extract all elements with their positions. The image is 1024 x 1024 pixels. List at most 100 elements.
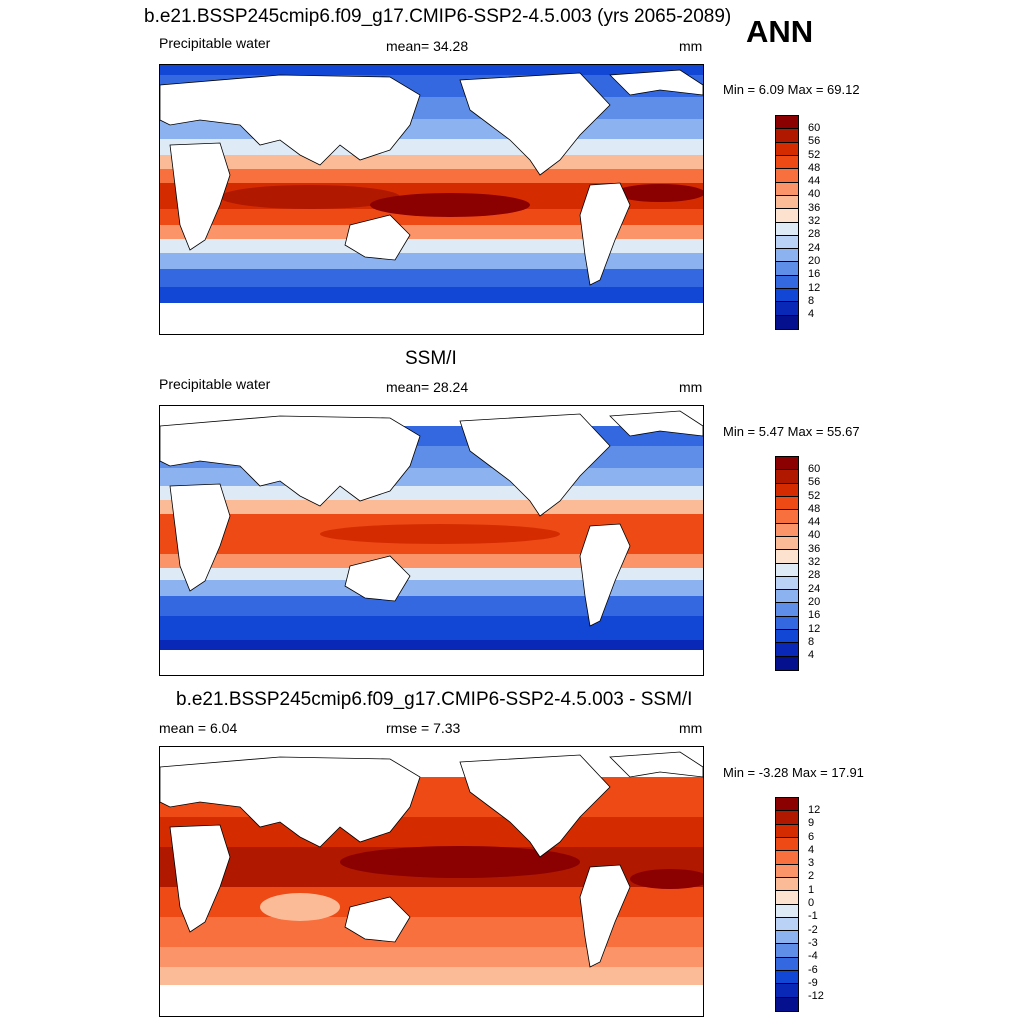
colorbar-swatch [776, 576, 798, 591]
colorbar-tick: 12 [808, 282, 821, 294]
colorbar-tick: 3 [808, 857, 815, 869]
colorbar-tick: -2 [808, 924, 818, 936]
colorbar-tick: 52 [808, 490, 821, 502]
colorbar-tick: 24 [808, 242, 821, 254]
colorbar-swatch [776, 563, 798, 577]
colorbar-swatch [776, 904, 798, 918]
colorbar-swatch [776, 249, 798, 263]
colorbar-tick: 12 [808, 623, 821, 635]
colorbar-tick: -6 [808, 964, 818, 976]
colorbar-swatch [776, 603, 798, 617]
colorbar-tick: 28 [808, 569, 821, 581]
colorbar-tick: -4 [808, 950, 818, 962]
colorbar-tick: 4 [808, 649, 815, 661]
colorbar-swatch [776, 155, 798, 170]
colorbar-tick: 6 [808, 831, 815, 843]
colorbar-tick: 44 [808, 175, 821, 187]
colorbar-swatch [776, 798, 798, 812]
colorbar-swatch [776, 550, 798, 564]
colorbar-tick: 52 [808, 149, 821, 161]
panel-1-variable-label: Precipitable water [159, 35, 271, 51]
colorbar-swatch [776, 496, 798, 511]
colorbar-swatch [776, 851, 798, 865]
colorbar-swatch [776, 142, 798, 156]
panel-2-map [159, 405, 704, 676]
season-label: ANN [746, 14, 814, 49]
colorbar-swatch [776, 195, 798, 210]
colorbar-tick: 8 [808, 636, 815, 648]
colorbar-tick: 32 [808, 215, 821, 227]
colorbar-tick: 1 [808, 884, 815, 896]
panel-1-title: b.e21.BSSP245cmip6.f09_g17.CMIP6-SSP2-4.… [144, 6, 732, 27]
colorbar-swatch [776, 457, 798, 471]
colorbar-swatch [776, 590, 798, 604]
colorbar-tick: 20 [808, 255, 821, 267]
colorbar-swatch [776, 811, 798, 825]
panel-2-variable-label: Precipitable water [159, 376, 271, 392]
colorbar-tick: 56 [808, 135, 821, 147]
colorbar-tick: 36 [808, 543, 821, 555]
colorbar-swatch [776, 837, 798, 852]
colorbar-swatch [776, 523, 798, 537]
colorbar-swatch [776, 262, 798, 276]
panel-2-map-graphic [160, 406, 703, 675]
panel-1-colorbar [775, 115, 799, 330]
colorbar-swatch [776, 944, 798, 958]
colorbar-tick: 16 [808, 609, 821, 621]
colorbar-swatch [776, 997, 798, 1011]
colorbar-swatch [776, 643, 798, 657]
panel-3-title: b.e21.BSSP245cmip6.f09_g17.CMIP6-SSP2-4.… [176, 689, 693, 710]
panel-1-units: mm [679, 38, 703, 54]
colorbar-tick: -1 [808, 910, 818, 922]
colorbar-tick: 48 [808, 162, 821, 174]
panel-1-minmax: Min = 6.09 Max = 69.12 [723, 82, 860, 97]
colorbar-swatch [776, 222, 798, 236]
colorbar-swatch [776, 824, 798, 838]
colorbar-swatch [776, 116, 798, 130]
panel-2-units: mm [679, 379, 703, 395]
panel-1-mean: mean= 34.28 [386, 38, 469, 54]
colorbar-swatch [776, 182, 798, 196]
colorbar-tick: 48 [808, 503, 821, 515]
colorbar-swatch [776, 315, 798, 329]
colorbar-swatch [776, 470, 798, 484]
colorbar-tick: 0 [808, 897, 815, 909]
colorbar-swatch [776, 302, 798, 316]
colorbar-tick: 12 [808, 804, 821, 816]
colorbar-swatch [776, 891, 798, 905]
colorbar-swatch [776, 957, 798, 972]
panel-3-colorbar [775, 797, 799, 1012]
colorbar-tick: 20 [808, 596, 821, 608]
colorbar-swatch [776, 510, 798, 524]
colorbar-tick: 32 [808, 556, 821, 568]
panel-3-rmse: rmse = 7.33 [386, 720, 461, 736]
colorbar-tick: 60 [808, 122, 821, 134]
colorbar-tick: 36 [808, 202, 821, 214]
colorbar-tick: 56 [808, 476, 821, 488]
colorbar-tick: -3 [808, 937, 818, 949]
colorbar-swatch [776, 864, 798, 878]
colorbar-swatch [776, 129, 798, 143]
colorbar-swatch [776, 169, 798, 183]
panel-2-mean: mean= 28.24 [386, 379, 469, 395]
colorbar-tick: 9 [808, 817, 815, 829]
colorbar-swatch [776, 971, 798, 985]
colorbar-tick: -9 [808, 977, 818, 989]
colorbar-swatch [776, 483, 798, 497]
panel-3-map-graphic [160, 747, 703, 1016]
colorbar-swatch [776, 931, 798, 945]
colorbar-tick: 4 [808, 844, 815, 856]
panel-1-map-graphic [160, 65, 703, 334]
colorbar-swatch [776, 616, 798, 631]
colorbar-swatch [776, 289, 798, 303]
panel-2-minmax: Min = 5.47 Max = 55.67 [723, 424, 860, 439]
panel-3-mean: mean = 6.04 [159, 720, 238, 736]
colorbar-tick: 44 [808, 516, 821, 528]
colorbar-tick: 60 [808, 463, 821, 475]
panel-3-units: mm [679, 720, 703, 736]
colorbar-swatch [776, 275, 798, 290]
colorbar-tick: 16 [808, 268, 821, 280]
colorbar-swatch [776, 877, 798, 892]
colorbar-tick: 28 [808, 228, 821, 240]
colorbar-tick: 24 [808, 583, 821, 595]
